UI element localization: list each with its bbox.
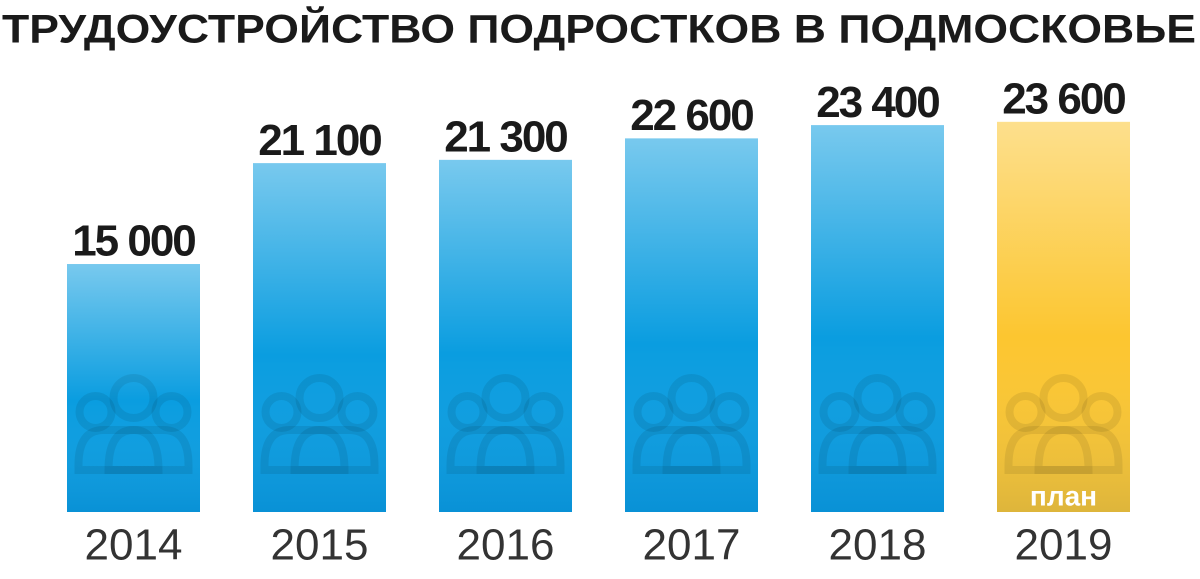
icon-head bbox=[481, 374, 530, 422]
people-icon bbox=[260, 374, 379, 474]
bar-shine bbox=[997, 121, 1130, 512]
bar-shine bbox=[67, 264, 200, 512]
value-label: 22 600 bbox=[630, 91, 753, 140]
icon-head bbox=[819, 392, 860, 432]
icon-head bbox=[261, 392, 302, 432]
people-icon bbox=[818, 374, 937, 474]
icon-body bbox=[818, 426, 937, 474]
bar-shine bbox=[811, 125, 944, 512]
icon-body bbox=[260, 426, 379, 474]
icon-head bbox=[523, 392, 564, 432]
value-label: 21 100 bbox=[258, 116, 381, 165]
icon-body bbox=[446, 426, 565, 474]
people-icon bbox=[74, 374, 193, 474]
icon-head bbox=[447, 392, 488, 432]
icon-body bbox=[848, 425, 907, 474]
x-tick-label: 2017 bbox=[643, 521, 741, 570]
people-icon bbox=[1004, 374, 1123, 474]
icon-body bbox=[74, 426, 193, 474]
icon-body bbox=[632, 426, 751, 474]
annotation: план bbox=[1030, 480, 1097, 511]
icon-head bbox=[1005, 392, 1046, 432]
icon-body bbox=[290, 425, 349, 474]
x-tick-label: 2018 bbox=[829, 521, 927, 570]
x-tick-label: 2019 bbox=[1015, 521, 1113, 570]
x-tick-label: 2016 bbox=[457, 521, 555, 570]
bar-shine bbox=[625, 138, 758, 512]
icon-head bbox=[151, 392, 192, 432]
icon-head bbox=[853, 374, 902, 422]
icon-head bbox=[75, 392, 116, 432]
people-icon bbox=[632, 374, 751, 474]
icon-head bbox=[895, 392, 936, 432]
value-label: 21 300 bbox=[444, 113, 567, 162]
icon-head bbox=[109, 374, 158, 422]
bar-shine bbox=[439, 159, 572, 512]
value-label: 23 400 bbox=[816, 78, 939, 127]
icon-body bbox=[1004, 426, 1123, 474]
icon-body bbox=[104, 425, 163, 474]
icon-head bbox=[295, 374, 344, 422]
icon-head bbox=[1039, 374, 1088, 422]
people-icon bbox=[446, 374, 565, 474]
x-tick-label: 2015 bbox=[271, 521, 369, 570]
icon-body bbox=[476, 425, 535, 474]
value-label: 15 000 bbox=[72, 217, 195, 266]
value-label: 23 600 bbox=[1002, 75, 1125, 124]
icon-head bbox=[1081, 392, 1122, 432]
icon-head bbox=[633, 392, 674, 432]
icon-head bbox=[337, 392, 378, 432]
icon-head bbox=[667, 374, 716, 422]
icon-body bbox=[662, 425, 721, 474]
bar-shine bbox=[253, 163, 386, 513]
icon-body bbox=[1034, 425, 1093, 474]
x-tick-label: 2014 bbox=[85, 521, 183, 570]
chart-title: ТРУДОУСТРОЙСТВО ПОДРОСТКОВ В ПОДМОСКОВЬЕ bbox=[2, 6, 1196, 52]
icon-head bbox=[709, 392, 750, 432]
